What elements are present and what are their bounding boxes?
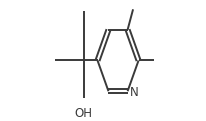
Text: OH: OH bbox=[75, 107, 93, 120]
Text: N: N bbox=[130, 86, 139, 99]
